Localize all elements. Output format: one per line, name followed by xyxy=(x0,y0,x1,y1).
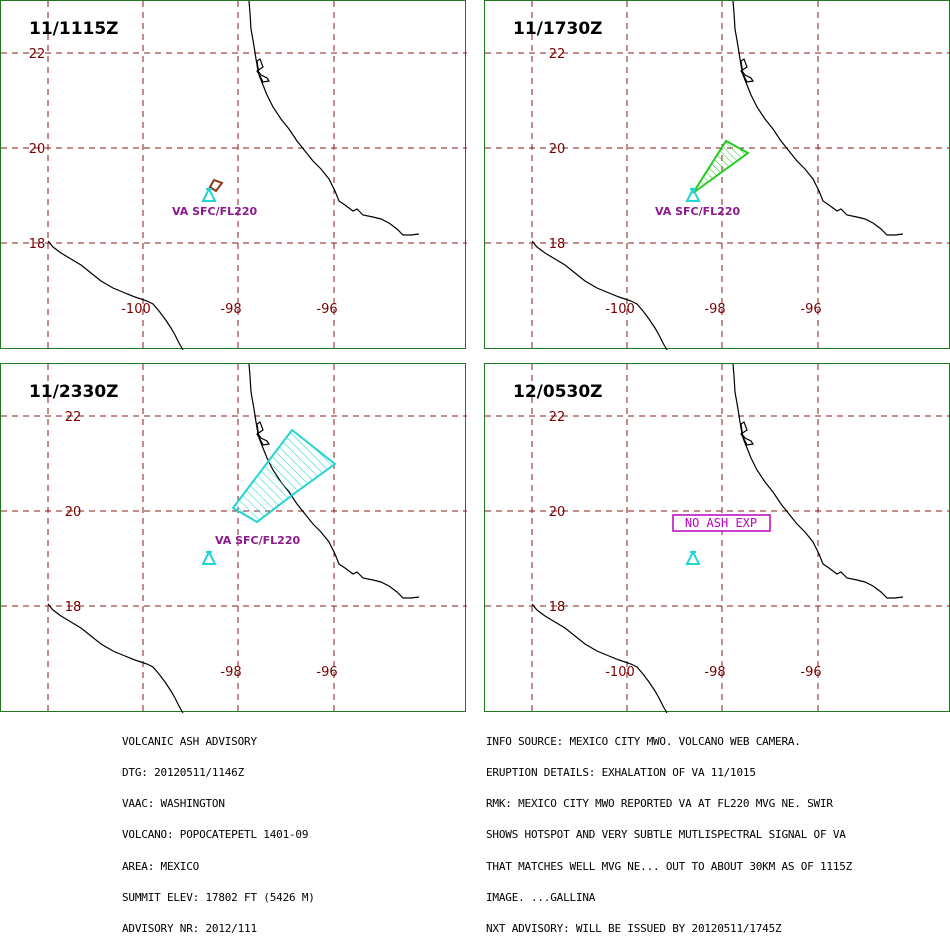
lat-label-20: 20 xyxy=(29,142,46,157)
lon-label-98: -98 xyxy=(220,665,241,680)
panel-2-title: 11/1730Z xyxy=(513,19,603,39)
lon-label-96: -96 xyxy=(800,302,821,317)
volcano-icon xyxy=(685,549,701,565)
advisory-line: INFO SOURCE: MEXICO CITY MWO. VOLCANO WE… xyxy=(486,734,801,748)
coastline-1 xyxy=(47,1,420,350)
advisory-line: SUMMIT ELEV: 17802 FT (5426 M) xyxy=(122,890,315,904)
lon-label-98: -98 xyxy=(704,665,725,680)
lat-label-22: 22 xyxy=(29,47,46,62)
lat-label-22: 22 xyxy=(549,410,566,425)
volcano-icon xyxy=(201,549,217,565)
graticule-1 xyxy=(1,1,467,350)
lon-label-96: -96 xyxy=(316,302,337,317)
map-canvas-1: 11/1115Z 22 20 18 -100 -98 -96 VA SFC/FL… xyxy=(1,1,467,350)
advisory-line: RMK: MEXICO CITY MWO REPORTED VA AT FL22… xyxy=(486,797,833,811)
advisory-line: THAT MATCHES WELL MVG NE... OUT TO ABOUT… xyxy=(486,859,853,873)
panel-1-title: 11/1115Z xyxy=(29,19,119,39)
lon-label-98: -98 xyxy=(220,302,241,317)
ash-polygon-2 xyxy=(692,139,750,194)
advisory-info-left: VOLCANIC ASH ADVISORY DTG: 20120511/1146… xyxy=(122,716,315,945)
advisory-line: IMAGE. ...GALLINA xyxy=(486,890,596,904)
coastline-4 xyxy=(531,364,904,713)
lat-label-22: 22 xyxy=(549,47,566,62)
lat-label-20: 20 xyxy=(549,505,566,520)
graticule-3 xyxy=(1,364,467,713)
coastline-2 xyxy=(531,1,904,350)
map-canvas-2: 11/1730Z 22 20 18 -100 -98 -96 VA SFC/FL… xyxy=(485,1,950,350)
lat-label-18: 18 xyxy=(549,237,566,252)
lat-label-18: 18 xyxy=(29,237,46,252)
advisory-line: VOLCANIC ASH ADVISORY xyxy=(122,734,257,748)
advisory-line: SHOWS HOTSPOT AND VERY SUBTLE MUTLISPECT… xyxy=(486,828,846,842)
advisory-line: ADVISORY NR: 2012/111 xyxy=(122,922,257,936)
lat-label-18: 18 xyxy=(65,600,82,615)
lon-label-96: -96 xyxy=(316,665,337,680)
va-label-3: VA SFC/FL220 xyxy=(215,534,300,547)
panel-3-title: 11/2330Z xyxy=(29,382,119,402)
map-canvas-3: 11/2330Z 22 20 18 -98 -96 VA SFC/FL220 xyxy=(1,364,467,713)
advisory-line: DTG: 20120511/1146Z xyxy=(122,766,245,780)
volcano-icon xyxy=(685,186,701,202)
lon-label-100: -100 xyxy=(121,302,151,317)
volcano-icon xyxy=(201,186,217,202)
advisory-info-right: INFO SOURCE: MEXICO CITY MWO. VOLCANO WE… xyxy=(486,716,852,945)
va-label-2: VA SFC/FL220 xyxy=(655,205,740,218)
lon-label-100: -100 xyxy=(605,665,635,680)
map-canvas-4: 12/0530Z 22 20 18 -100 -98 -96 NO ASH EX… xyxy=(485,364,950,713)
panel-4-title: 12/0530Z xyxy=(513,382,603,402)
map-panel-3: 11/2330Z 22 20 18 -98 -96 VA SFC/FL220 xyxy=(0,363,467,713)
lon-label-100: -100 xyxy=(605,302,635,317)
graticule-4 xyxy=(485,364,950,713)
map-panel-1: 11/1115Z 22 20 18 -100 -98 -96 VA SFC/FL… xyxy=(0,0,467,350)
advisory-line: VAAC: WASHINGTON xyxy=(122,797,225,811)
advisory-line: ERUPTION DETAILS: EXHALATION OF VA 11/10… xyxy=(486,766,756,780)
lat-label-20: 20 xyxy=(65,505,82,520)
lat-label-22: 22 xyxy=(65,410,82,425)
va-label-1: VA SFC/FL220 xyxy=(172,205,257,218)
advisory-line: NXT ADVISORY: WILL BE ISSUED BY 20120511… xyxy=(486,922,782,936)
lat-label-20: 20 xyxy=(549,142,566,157)
lon-label-98: -98 xyxy=(704,302,725,317)
no-ash-label: NO ASH EXP xyxy=(685,516,757,530)
advisory-line: AREA: MEXICO xyxy=(122,859,200,873)
lon-label-96: -96 xyxy=(800,665,821,680)
ash-polygon-3 xyxy=(231,428,337,524)
map-panel-4: 12/0530Z 22 20 18 -100 -98 -96 NO ASH EX… xyxy=(484,363,950,713)
graticule-2 xyxy=(485,1,950,350)
ash-polygon-1 xyxy=(208,178,224,193)
advisory-line: VOLCANO: POPOCATEPETL 1401-09 xyxy=(122,828,309,842)
map-panel-2: 11/1730Z 22 20 18 -100 -98 -96 VA SFC/FL… xyxy=(484,0,950,350)
no-ash-box xyxy=(672,514,771,532)
lat-label-18: 18 xyxy=(549,600,566,615)
